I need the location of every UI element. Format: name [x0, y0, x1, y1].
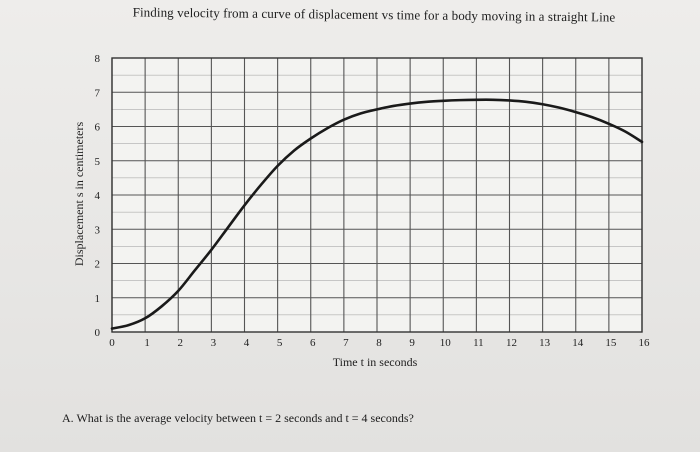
x-tick-label: 11	[473, 337, 484, 349]
y-tick-label: 4	[95, 190, 101, 202]
y-tick-label: 2	[95, 259, 101, 271]
x-tick-label: 7	[343, 337, 349, 349]
y-tick-label: 7	[95, 87, 101, 99]
series-lines	[110, 98, 644, 330]
x-tick-label: 4	[244, 337, 250, 349]
y-axis-label: Displacement s in centimeters	[72, 122, 86, 267]
y-tick-label: 6	[95, 122, 101, 134]
displacement-curve	[110, 98, 644, 330]
y-tick-label: 3	[95, 224, 101, 236]
x-tick-label: 2	[178, 337, 184, 349]
x-tick-label: 6	[310, 337, 316, 349]
x-tick-label: 13	[539, 337, 551, 349]
x-tick-label: 3	[211, 337, 217, 349]
x-tick-label: 0	[109, 337, 115, 349]
x-tick-label: 10	[440, 337, 452, 349]
x-tick-label: 8	[376, 337, 382, 349]
x-tick-label: 1	[144, 337, 150, 349]
grid	[111, 57, 643, 333]
x-tick-label: 14	[572, 337, 584, 349]
question-text: A. What is the average velocity between …	[62, 411, 414, 425]
x-tick-label: 12	[506, 337, 517, 349]
y-tick-label: 1	[95, 293, 101, 305]
x-tick-label: 16	[639, 337, 651, 349]
y-tick-label: 8	[95, 53, 101, 65]
x-tick-label: 5	[277, 337, 283, 349]
x-tick-label: 9	[409, 337, 415, 349]
y-tick-label: 0	[95, 327, 101, 339]
plot-frame	[111, 57, 643, 333]
x-axis-label: Time t in seconds	[333, 355, 418, 369]
x-tick-label: 15	[605, 337, 617, 349]
y-tick-label: 5	[95, 156, 101, 168]
